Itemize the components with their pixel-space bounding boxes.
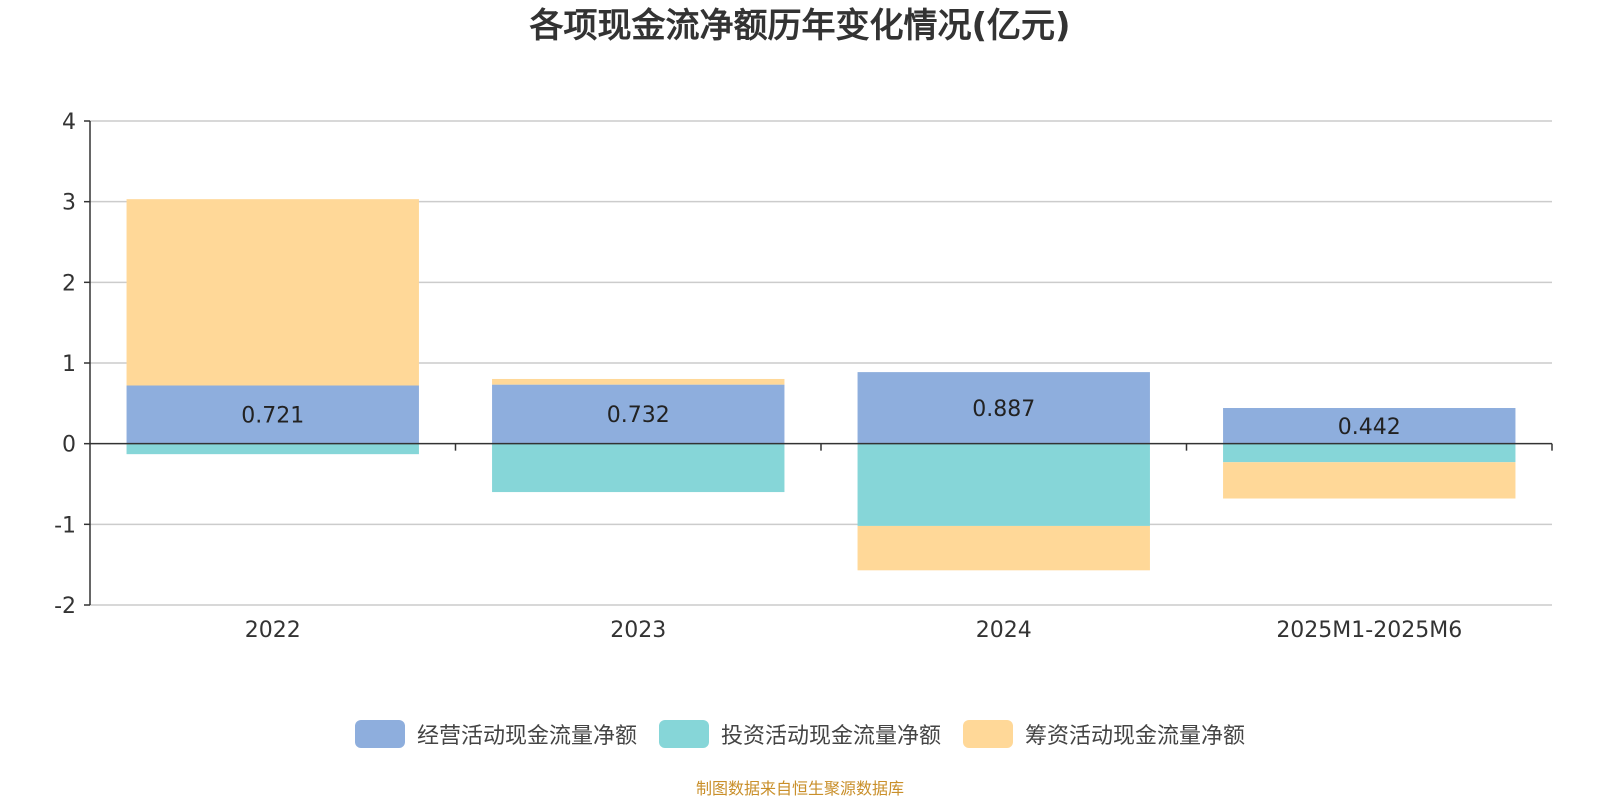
chart-title: 各项现金流净额历年变化情况(亿元)	[529, 6, 1071, 46]
y-tick-label: -1	[54, 513, 76, 538]
bar-segment	[492, 378, 785, 385]
legend-swatch	[354, 720, 405, 748]
bar-segment	[492, 384, 785, 444]
legend: 经营活动现金流量净额 投资活动现金流量净额 筹资活动现金流量净额	[0, 718, 1600, 750]
y-tick-label: 0	[62, 433, 76, 458]
data-labels: 0.721 0.732 0.887 0.442	[241, 397, 1400, 440]
bar-segment	[857, 372, 1150, 444]
chart-plot: -2 -1 0 1 2 3 4 2022 2023 2024 2025M1-2025M6 0.721…	[54, 110, 1553, 643]
y-tick-label: 4	[62, 110, 76, 135]
axes: -2 -1 0 1 2 3 4 2022 2023 2024 2025M1-2025M6	[54, 110, 1553, 643]
bar-segment	[1223, 462, 1516, 499]
bar-segment	[1223, 408, 1516, 444]
data-label: 0.732	[607, 403, 670, 428]
bars	[126, 199, 1516, 571]
legend-item[interactable]: 经营活动现金流量净额	[354, 718, 637, 750]
legend-label: 经营活动现金流量净额	[416, 724, 637, 749]
legend-label: 筹资活动现金流量净额	[1025, 724, 1246, 749]
y-tick-label: 1	[62, 352, 76, 377]
bar-segment	[492, 443, 785, 493]
legend-label: 投资活动现金流量净额	[720, 724, 941, 749]
bar-segment	[1223, 443, 1516, 463]
y-tick-label: 2	[62, 271, 76, 296]
data-label: 0.887	[972, 397, 1035, 422]
y-tick-label: -2	[54, 594, 76, 619]
legend-swatch	[658, 720, 709, 748]
data-label: 0.442	[1338, 415, 1401, 440]
bar-segment	[126, 199, 419, 386]
bar-segment	[126, 443, 419, 455]
data-label: 0.721	[241, 404, 304, 429]
x-tick-label: 2024	[976, 618, 1032, 643]
legend-swatch	[963, 720, 1013, 748]
bar-segment	[857, 525, 1150, 571]
x-tick-label: 2023	[610, 618, 666, 643]
legend-item[interactable]: 投资活动现金流量净额	[658, 718, 941, 750]
y-tick-label: 3	[62, 191, 76, 216]
x-tick-label: 2025M1-2025M6	[1276, 618, 1462, 643]
bar-segment	[126, 385, 419, 444]
bar-segment	[857, 443, 1150, 526]
source-note: 制图数据来自恒生聚源数据库	[695, 779, 904, 798]
x-tick-label: 2022	[245, 618, 301, 643]
legend-item[interactable]: 筹资活动现金流量净额	[963, 718, 1245, 750]
